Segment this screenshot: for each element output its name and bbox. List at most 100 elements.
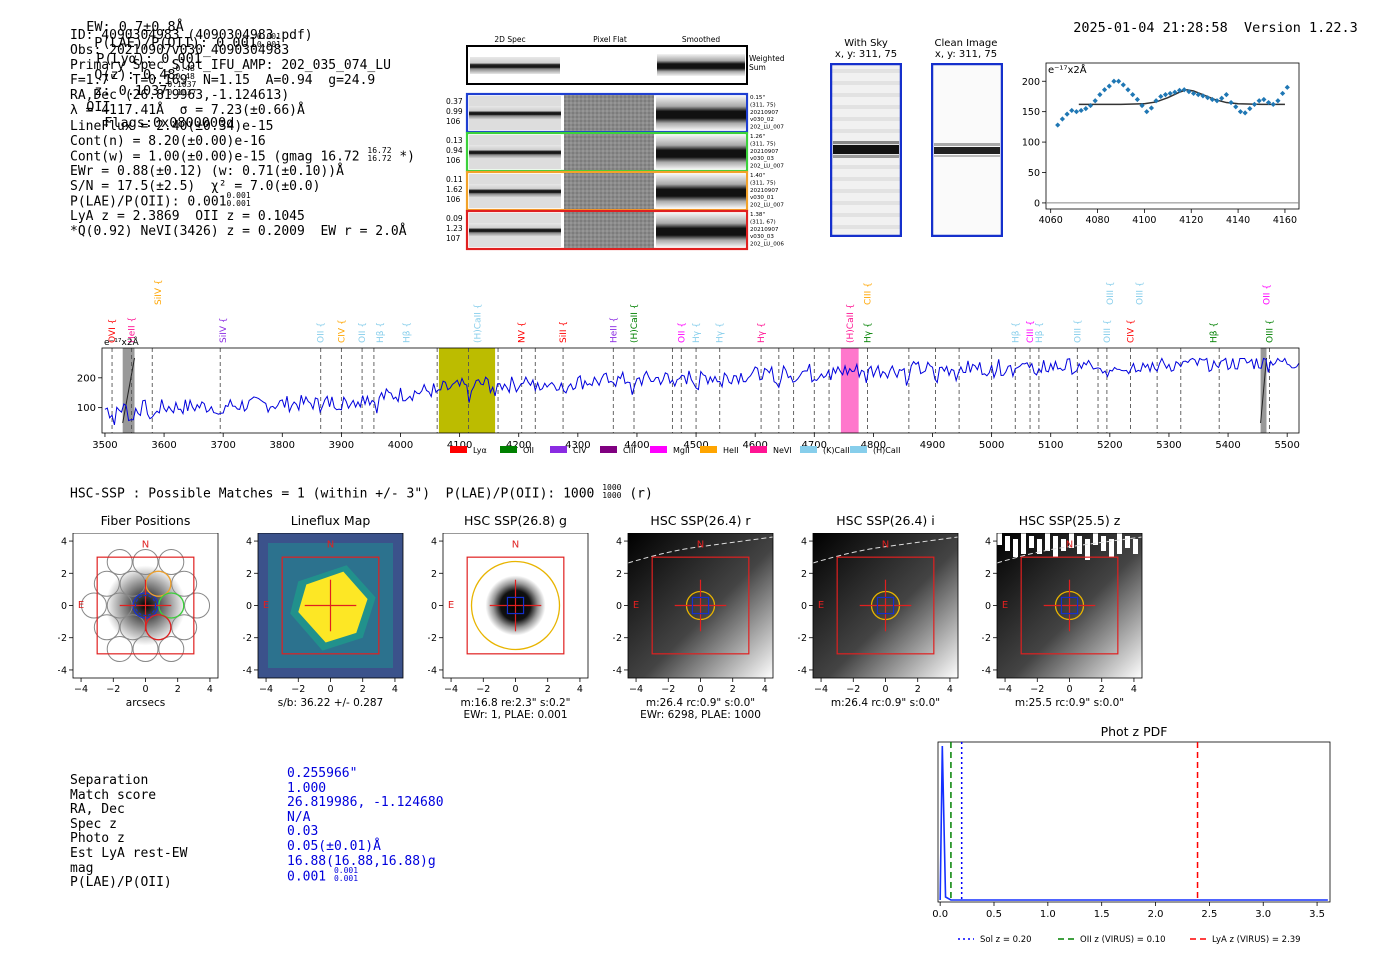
cutout-ytick: −2 xyxy=(58,633,67,644)
fiber-row-value: 0.11 xyxy=(446,175,463,184)
cutout-ytick: 4 xyxy=(616,537,622,548)
line-fit-xtick: 4060 xyxy=(1039,215,1063,226)
line-fit-point xyxy=(1101,87,1108,93)
cutout-xtick: −2 xyxy=(661,684,675,695)
cutout-ytick: −4 xyxy=(428,665,437,676)
spectrum-xtick: 3500 xyxy=(92,440,117,451)
cutout-ytick: −2 xyxy=(428,633,437,644)
line-fit-ylabel: e⁻¹⁷x2Å xyxy=(1048,63,1087,76)
line-fit-point xyxy=(1172,89,1178,95)
spectrum-ylabel: e⁻¹⁷x2Å xyxy=(104,336,140,348)
fiber-row-value: 1.23 xyxy=(446,224,463,233)
spectrum-legend-swatch xyxy=(800,446,817,453)
fiber-row-value: 106 xyxy=(446,156,461,165)
line-marker-label: Hγ { xyxy=(863,322,873,343)
header-plya: P(Lyα): 0.001 xyxy=(96,51,202,67)
compass-north: N xyxy=(1066,540,1073,551)
spectrum-legend-swatch xyxy=(750,446,767,453)
line-marker-label: OIII { xyxy=(1265,319,1275,343)
line-marker-label: HeII { xyxy=(609,317,619,343)
line-fit-point xyxy=(1125,87,1131,93)
cutout-ytick: −2 xyxy=(982,633,991,644)
match-label-separation: Separation xyxy=(70,773,149,788)
header-plae-sup-hi: 0.001 xyxy=(256,32,281,41)
header-plae: P(LAE)/P(OII): 0.001 xyxy=(94,35,257,51)
fiber-row-value: 107 xyxy=(446,234,461,243)
clean-image-subtitle: x, y: 311, 75 xyxy=(934,49,998,60)
line-fit-point xyxy=(1223,92,1229,98)
match-label-mag: mag xyxy=(70,860,94,876)
cutout-ytick: 4 xyxy=(431,537,437,548)
info-lineflux: LineFlux = 2.40(±0.34)e-15 xyxy=(70,118,274,134)
cutout-xtick: 2 xyxy=(545,684,551,695)
line-marker-label: OII { xyxy=(1262,284,1272,305)
info-ewr: EWr = 0.88(±0.12) (w: 0.71(±0.10))Å xyxy=(70,163,344,179)
line-fit-xtick: 4120 xyxy=(1179,215,1203,226)
with-sky-title-block: With Sky x, y: 311, 75 xyxy=(830,38,902,60)
header-z-sup-lo: 0.1037 xyxy=(167,88,197,97)
header-z-line: OII xyxy=(86,99,111,115)
match-label-spec-z: Spec z xyxy=(70,816,117,832)
cutout-xtick: 2 xyxy=(730,684,736,695)
info-cont-w-row: Cont(w) = 1.00(±0.00)e-15 (gmag 16.72 16… xyxy=(70,146,450,165)
cutout-ytick: 0 xyxy=(801,601,807,612)
spectrum-xtick: 5400 xyxy=(1215,440,1240,451)
info-primary-spec: Primary Spec_Slot_IFU_AMP: 202_035_074_L… xyxy=(70,58,391,74)
fiber-row-meta: 1.40" xyxy=(750,173,765,179)
weighted-sum-smoothed xyxy=(657,54,745,76)
line-fit-point xyxy=(1078,107,1084,114)
line-fit-point xyxy=(1195,92,1201,98)
line-marker-label: OIII { xyxy=(1103,319,1113,343)
line-fit-point xyxy=(1242,110,1248,116)
fiber-row-meta: v030_02 xyxy=(750,117,774,123)
cutout-xtick: 0 xyxy=(142,684,148,695)
spectrum-legend-label: CIV xyxy=(573,446,587,455)
photz-pdf-curve xyxy=(939,745,1328,901)
compass-east: E xyxy=(1002,600,1008,611)
line-fit-ytick: 150 xyxy=(1022,107,1040,118)
fiber-row-value: 106 xyxy=(446,195,461,204)
fiber-row-pixel-flat xyxy=(564,173,654,209)
hsc-header-sup-lo: 1000 xyxy=(602,491,622,500)
fiber-row-value: 0.13 xyxy=(446,136,463,145)
header-plae-sup-lo: 0.001 xyxy=(256,40,281,49)
match-value-plae-row: 0.001 0.001 0.001 xyxy=(287,867,444,885)
compass-north: N xyxy=(327,540,334,551)
compass-north: N xyxy=(142,540,149,551)
cutout-ytick: −4 xyxy=(798,665,807,676)
info-gmag-tail: *) xyxy=(391,149,415,165)
cutout-xtick: 4 xyxy=(392,684,398,695)
photz-xtick: 2.5 xyxy=(1201,909,1217,920)
cutout-xtick: 0 xyxy=(1066,684,1072,695)
cutout-image: N E −4 −4 −2 −2 0 0 2 2 4 4 xyxy=(243,533,404,695)
match-value-separation: 0.255966" xyxy=(287,766,358,781)
cutout-search-box xyxy=(281,556,380,655)
line-marker-label: OII { xyxy=(358,322,368,343)
match-plae-sup-lo: 0.001 xyxy=(333,874,359,884)
photz-legend-label: LyA z (VIRUS) = 2.39 xyxy=(1212,935,1301,945)
line-fit-point xyxy=(1069,107,1075,114)
weighted-sum-label-1: Weighted xyxy=(749,54,785,63)
photz-legend-label: OII z (VIRUS) = 0.10 xyxy=(1080,935,1166,945)
match-value-ra-dec: 26.819986, -1.124680 xyxy=(287,795,444,811)
line-marker-label: OII { xyxy=(317,322,327,343)
compass-east: E xyxy=(263,600,269,611)
spectrum-xtick: 4000 xyxy=(388,440,413,451)
compass-north: N xyxy=(882,540,889,551)
info-plae-row: P(LAE)/P(OII): 0.001 0.001 0.001 xyxy=(70,192,450,210)
line-fit-point xyxy=(1064,111,1070,117)
line-fit-point xyxy=(1270,101,1276,107)
fiber-row-meta: 202_LU_006 xyxy=(750,242,784,248)
cutout-search-box xyxy=(1020,556,1119,655)
photz-xtick: 0.0 xyxy=(932,909,948,920)
fiber-row-meta: 0.15" xyxy=(750,95,765,101)
fiber-row-value: 0.09 xyxy=(446,214,463,223)
header-qz-sup-hi: 0.48 xyxy=(175,64,195,73)
cutout-panel: Fiber Positions N E −4 −4 −2 −2 0 0 2 2 4 4 arcsecs xyxy=(58,513,233,733)
info-cont-w: Cont(w) = 1.00(±0.00)e-15 (gmag 16.72 xyxy=(70,149,360,165)
fiber-row-pixel-flat xyxy=(564,95,654,131)
spectrum-xtick: 4500 xyxy=(683,440,708,451)
line-fit-point xyxy=(1111,78,1117,84)
line-fit-point xyxy=(1190,90,1197,97)
cutout-xtick: 4 xyxy=(762,684,768,695)
